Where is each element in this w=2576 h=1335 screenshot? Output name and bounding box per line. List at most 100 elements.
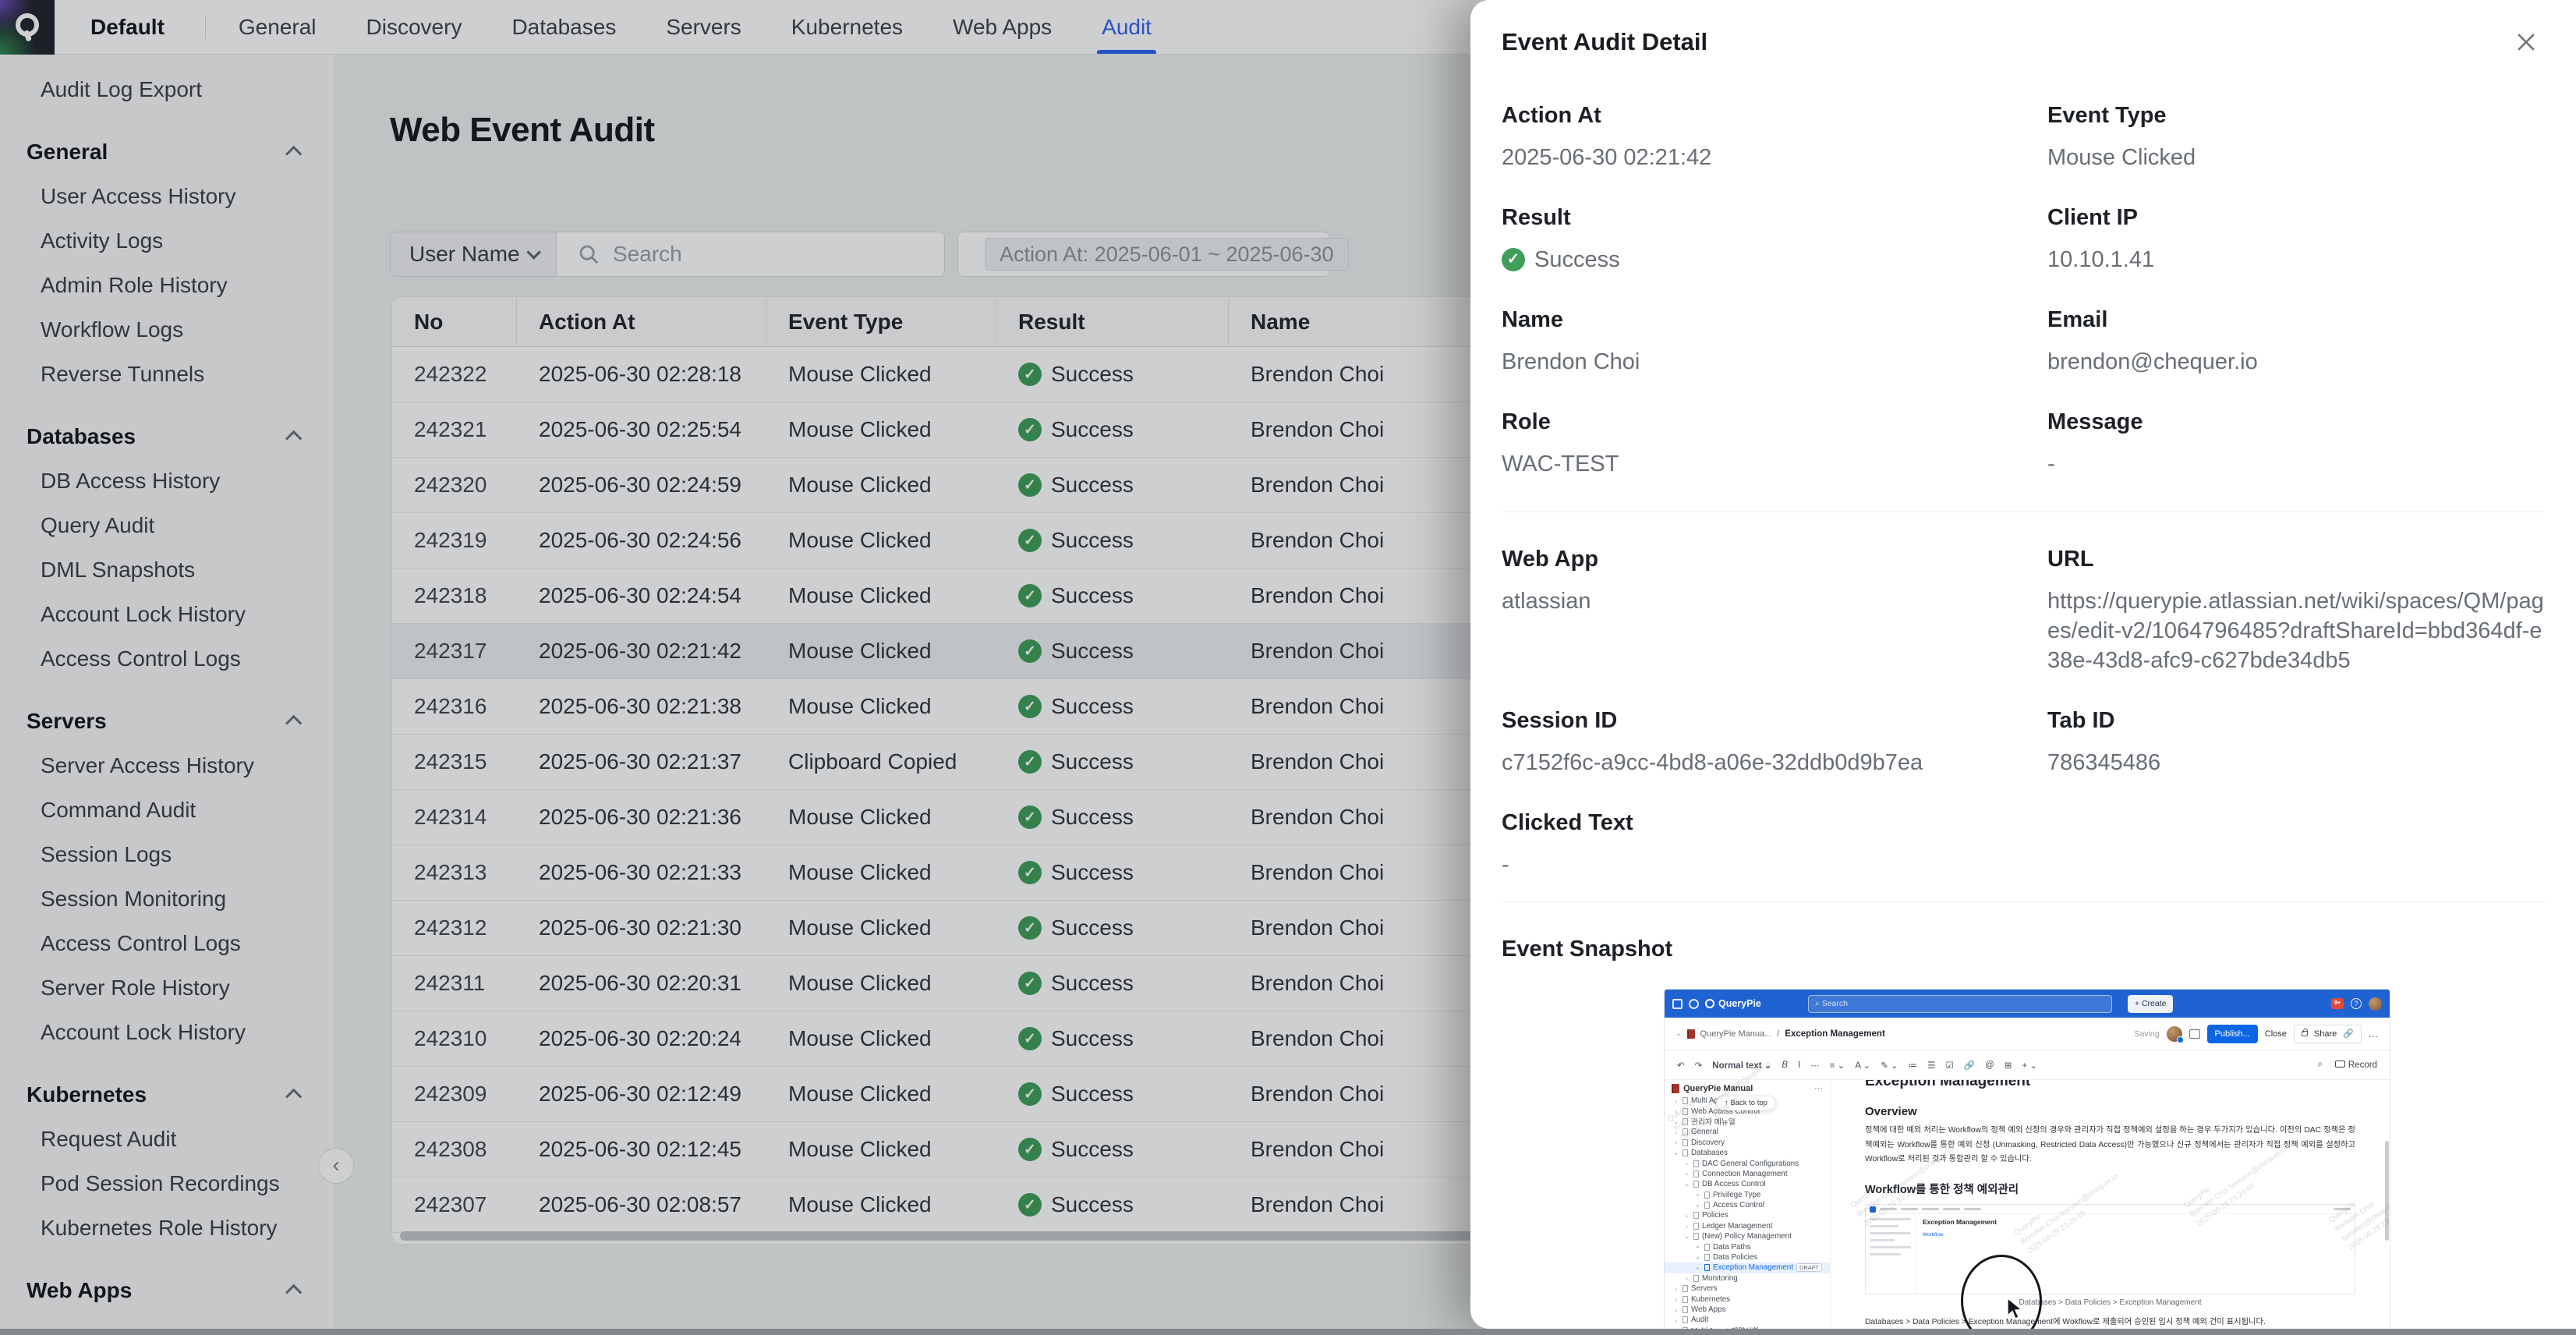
column-header-result[interactable]: Result [996, 297, 1229, 346]
search-field-selector[interactable]: User Name [391, 232, 557, 276]
sidebar-item[interactable]: Workflow Logs [41, 317, 184, 342]
sidebar-item[interactable]: User Access History [41, 184, 236, 208]
sidebar-section-header[interactable]: Kubernetes [0, 1072, 334, 1117]
result-text: Success [1051, 362, 1134, 386]
sidebar-item[interactable]: Activity Logs [41, 228, 164, 253]
section-heading: Workflow를 통한 정책 예외관리 [1865, 1184, 2019, 1197]
sidebar-item[interactable]: Reverse Tunnels [41, 362, 205, 386]
cell-event-type: Mouse Clicked [788, 915, 932, 940]
mini-logo-icon [1870, 1206, 1876, 1213]
nav-tab[interactable]: Databases [511, 14, 617, 39]
sidebar-collapse-button[interactable]: ‹ [318, 1148, 354, 1184]
audit-sidebar: Audit Log Export General User Access His… [0, 55, 335, 1335]
sidebar-section-header[interactable]: Web Apps [0, 1268, 334, 1312]
sidebar-item[interactable]: Pod Session Recordings [41, 1171, 280, 1195]
sidebar-section-title: Servers [27, 708, 107, 733]
search-input[interactable] [613, 242, 909, 267]
nav-tab[interactable]: Discovery [366, 14, 462, 39]
document-icon [1683, 1316, 1688, 1324]
sidebar-section-items: User Access History Activity Logs Admin Ro… [0, 174, 334, 396]
lock-icon [2301, 1029, 2308, 1036]
sidebar-item[interactable]: DML Snapshots [41, 558, 196, 582]
table-row[interactable]: 242311 2025-06-30 02:20:31 Mouse Clicked… [392, 956, 2569, 1011]
sidebar-item[interactable]: Server Role History [41, 976, 230, 1000]
sidebar-section-header[interactable]: General [0, 129, 334, 174]
sidebar-item[interactable]: Command Audit [41, 798, 196, 822]
nav-tab[interactable]: Kubernetes [791, 14, 904, 39]
success-check-icon [1018, 1027, 1042, 1050]
sidebar-section-header[interactable]: Servers [0, 699, 334, 743]
cell-action-at: 2025-06-30 02:25:54 [539, 417, 741, 441]
document-paragraph: Databases > Data Policies > Exception Ma… [1865, 1318, 2266, 1327]
success-check-icon [1018, 473, 1042, 497]
success-check-icon [1018, 1193, 1042, 1216]
querypie-logo-icon[interactable] [0, 0, 55, 55]
sidebar-item[interactable]: Access Control Logs [41, 931, 241, 955]
cell-event-type: Mouse Clicked [788, 805, 932, 829]
sidebar-item[interactable]: Access Control Logs [41, 646, 241, 671]
cell-name: Brendon Choi [1251, 805, 1385, 829]
event-snapshot-image[interactable]: QueryPie ⌕ Search + Create 9+ ? ⌄ QueryP… [1664, 989, 2390, 1329]
org-selector[interactable]: Default [90, 14, 165, 39]
cell-event-type: Mouse Clicked [788, 362, 932, 386]
sidebar-item[interactable]: Account Lock History [41, 602, 246, 626]
cell-action-at: 2025-06-30 02:20:24 [539, 1026, 741, 1050]
nested-screenshot: Exception Management Workflow [1865, 1204, 2355, 1295]
click-indicator [1961, 1255, 2042, 1329]
toolbar-item: ≔ [1908, 1061, 1918, 1071]
result-text: Success [1051, 915, 1134, 940]
cell-name: Brendon Choi [1251, 417, 1385, 441]
cell-no: 242312 [414, 915, 487, 940]
sidebar-item[interactable]: DB Access History [41, 469, 221, 493]
tree-item: › General [1675, 1128, 1718, 1137]
cell-no: 242313 [414, 860, 487, 884]
sidebar-item[interactable]: Kubernetes Role History [41, 1216, 278, 1240]
sidebar-item[interactable]: Server Access History [41, 753, 254, 777]
cell-result: Success [996, 901, 1229, 955]
nav-tab[interactable]: Servers [666, 14, 741, 39]
nav-tab[interactable]: Web Apps [953, 14, 1053, 39]
close-icon[interactable] [2511, 27, 2542, 58]
column-header-action-at[interactable]: Action At [517, 297, 766, 346]
tree-item: › Web Access Control [1675, 1107, 1760, 1116]
document-icon [1704, 1191, 1710, 1199]
sidebar-section: Kubernetes Request Audit Pod Session Reco… [0, 1072, 334, 1250]
tree-item: › Web Apps [1675, 1305, 1726, 1314]
column-header-event-type[interactable]: Event Type [766, 297, 996, 346]
sidebar-item-audit-log-export[interactable]: Audit Log Export [41, 77, 203, 101]
saving-status: Saving [2134, 1029, 2160, 1039]
sidebar-section-header[interactable]: Databases [0, 414, 334, 459]
result-text: Success [1051, 1192, 1134, 1216]
sidebar-item[interactable]: Query Audit [41, 513, 155, 537]
table-row[interactable]: 242321 2025-06-30 02:25:54 Mouse Clicked… [392, 402, 2569, 458]
nav-tab[interactable]: General [238, 14, 317, 39]
cell-action-at: 2025-06-30 02:21:36 [539, 805, 741, 829]
field-action-at: Action At 2025-06-30 02:21:42 [1502, 103, 1712, 170]
snapshot-label: Event Snapshot [1502, 937, 1673, 961]
result-text: Success [1051, 1082, 1134, 1106]
sidebar-item[interactable]: Admin Role History [41, 273, 228, 297]
sidebar-section-items: DB Access History Query Audit DML Snapshot… [0, 459, 334, 681]
date-filter-chip[interactable]: Action At: 2025-06-01 ~ 2025-06-30 [985, 238, 1349, 271]
breadcrumb-page: Exception Management [1785, 1029, 1885, 1039]
document-paragraph: 정책에 대한 예외 처리는 Workflow의 정책 예외 신청의 경우와 관리… [1865, 1126, 2355, 1164]
sidebar-item[interactable]: Session Logs [41, 842, 172, 866]
snapshot-breadcrumb: ⌄ QueryPie Manua... / Exception Manageme… [1665, 1018, 2390, 1050]
cell-action-at: 2025-06-30 02:08:57 [539, 1192, 741, 1216]
page-title: Web Event Audit [390, 111, 655, 149]
sidebar-item[interactable]: Account Lock History [41, 1020, 246, 1044]
column-header-name[interactable]: Name [1251, 309, 1311, 334]
toolbar-item: @ [1985, 1060, 1994, 1070]
tree-item: › Multi Agent [1675, 1096, 1729, 1106]
column-header-no[interactable]: No [392, 297, 517, 346]
sidebar-item[interactable]: Request Audit [41, 1127, 177, 1151]
nav-tab[interactable]: Audit [1097, 0, 1156, 54]
sidebar-item[interactable]: Session Monitoring [41, 887, 227, 911]
cell-no: 242316 [414, 694, 487, 718]
result-text: Success [1051, 417, 1134, 441]
table-row[interactable]: 242314 2025-06-30 02:21:36 Mouse Clicked… [392, 790, 2569, 845]
cell-result: Success [996, 568, 1229, 623]
cell-result: Success [996, 458, 1229, 512]
cell-result: Success [996, 1177, 1229, 1232]
toolbar-item: ☰ [1927, 1061, 1936, 1071]
